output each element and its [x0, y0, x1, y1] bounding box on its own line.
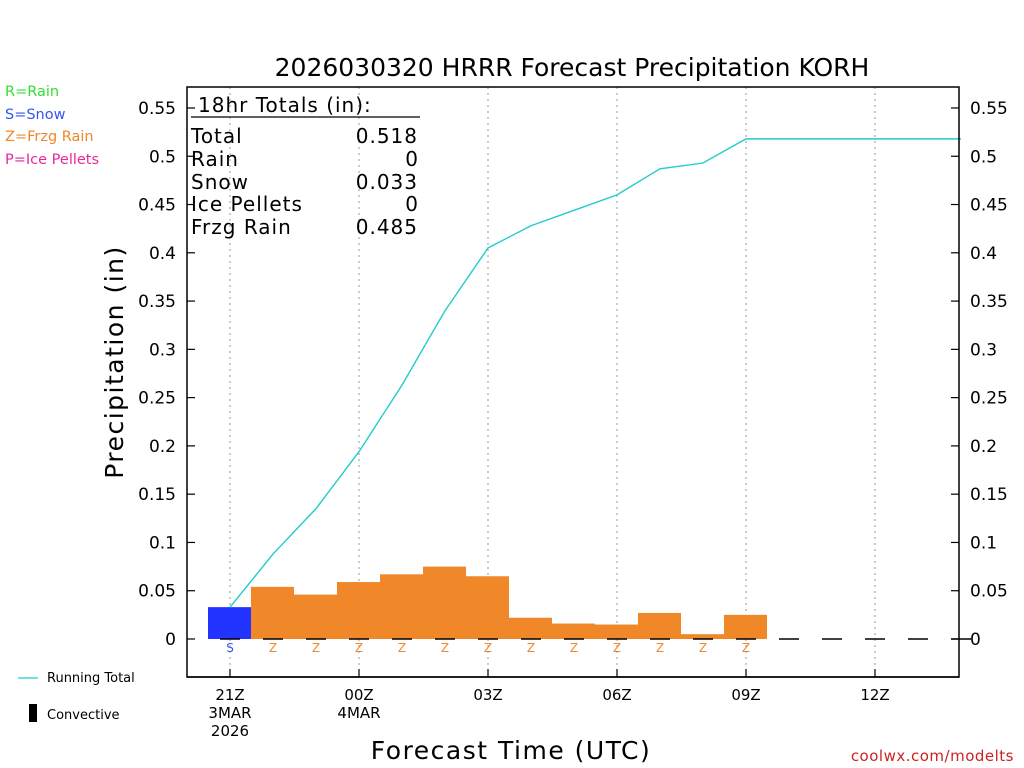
y-tick-label-right: 0.4	[970, 244, 997, 264]
y-tick-label-left: 0.1	[149, 533, 176, 553]
precip-bar	[552, 623, 595, 639]
precip-bar	[208, 607, 251, 639]
x-tick-label: 09Z	[731, 686, 760, 704]
convective-legend-label: Convective	[47, 708, 120, 723]
x-tick-label: 12Z	[860, 686, 889, 704]
y-tick-label-left: 0.3	[149, 340, 176, 360]
running-total-series	[229, 138, 961, 608]
precip-bar	[724, 614, 767, 639]
y-tick-label-left: 0.35	[138, 292, 176, 312]
ptype-label: Z	[355, 641, 363, 655]
y-tick-label-right: 0.45	[970, 196, 1008, 216]
ptype-label: Z	[613, 641, 621, 655]
totals-label-rain: Rain	[191, 147, 239, 171]
x-axis-label: Forecast Time (UTC)	[371, 736, 651, 765]
totals-value-ice-pellets: 0	[405, 192, 418, 216]
precip-bar	[595, 624, 638, 639]
ptype-label: S	[226, 641, 234, 655]
legend-snow: S=Snow	[5, 107, 66, 123]
y-axis-label: Precipitation (in)	[100, 245, 129, 479]
totals-header: 18hr Totals (in):	[198, 93, 372, 117]
x-tick-label: 4MAR	[337, 704, 380, 722]
y-tick-label-right: 0.25	[970, 389, 1008, 409]
gridlines	[229, 87, 876, 677]
y-tick-label-right: 0	[970, 630, 981, 650]
precip-bar	[509, 617, 552, 639]
x-tick-label: 2026	[211, 722, 249, 740]
y-tick-label-left: 0.15	[138, 485, 176, 505]
totals-value-total: 0.518	[356, 124, 418, 148]
y-tick-label-left: 0	[165, 630, 176, 650]
x-tick-label: 06Z	[602, 686, 631, 704]
y-tick-label-left: 0.5	[149, 147, 176, 167]
y-tick-label-left: 0.25	[138, 389, 176, 409]
y-axis-ticks: 0 0 0.05 0.05 0.1 0.1 0.15 0.15 0.2 0.2 0.25 0.25 0.…	[138, 99, 1008, 650]
ptype-label: Z	[312, 641, 320, 655]
precip-bar	[251, 586, 294, 639]
ptype-label: Z	[269, 641, 277, 655]
x-tick-label: 00Z	[344, 686, 373, 704]
ptype-label: Z	[742, 641, 750, 655]
x-tick-label: 21Z	[215, 686, 244, 704]
y-tick-label-left: 0.55	[138, 99, 176, 119]
y-tick-label-left: 0.05	[138, 582, 176, 602]
precip-bar	[337, 582, 380, 639]
ptype-label: Z	[484, 641, 492, 655]
y-tick-label-left: 0.45	[138, 196, 176, 216]
y-tick-label-left: 0.4	[149, 244, 176, 264]
precip-bar	[466, 576, 509, 639]
totals-value-frzg-rain: 0.485	[356, 215, 418, 239]
legend-frzg-rain: Z=Frzg Rain	[5, 129, 94, 145]
y-tick-label-right: 0.05	[970, 582, 1008, 602]
chart-title: 2026030320 HRRR Forecast Precipitation K…	[275, 53, 870, 82]
plot-frame	[186, 86, 960, 678]
totals-label-ice-pellets: Ice Pellets	[191, 192, 303, 216]
ptype-label: Z	[527, 641, 535, 655]
totals-label-snow: Snow	[191, 170, 249, 194]
y-tick-label-right: 0.55	[970, 99, 1008, 119]
x-tick-label: 03Z	[473, 686, 502, 704]
totals-box: 18hr Totals (in): Total 0.518 Rain 0 Sno…	[190, 93, 420, 239]
y-tick-label-right: 0.5	[970, 147, 997, 167]
y-tick-label-right: 0.3	[970, 340, 997, 360]
credit-text: coolwx.com/modelts	[851, 747, 1014, 765]
running-total-legend-label: Running Total	[47, 671, 135, 686]
ptype-label: Z	[699, 641, 707, 655]
totals-label-frzg-rain: Frzg Rain	[191, 215, 292, 239]
precip-bar	[380, 574, 423, 639]
y-tick-label-right: 0.1	[970, 533, 997, 553]
series-legend: Running Total Convective	[18, 671, 135, 723]
ptype-label: Z	[441, 641, 449, 655]
precip-bar	[294, 594, 337, 639]
y-tick-label-right: 0.15	[970, 485, 1008, 505]
precip-bar	[681, 634, 724, 639]
totals-value-rain: 0	[405, 147, 418, 171]
legend-ice-pellets: P=Ice Pellets	[5, 152, 99, 168]
precip-bars	[208, 566, 971, 640]
precip-bar	[638, 612, 681, 639]
precip-bar	[423, 566, 466, 639]
ptype-legend: R=Rain S=Snow Z=Frzg Rain P=Ice Pellets	[5, 84, 99, 168]
totals-label-total: Total	[190, 124, 243, 148]
ptype-label: Z	[656, 641, 664, 655]
y-tick-label-right: 0.35	[970, 292, 1008, 312]
y-tick-label-right: 0.2	[970, 437, 997, 457]
ptype-label: Z	[570, 641, 578, 655]
running-total-line	[229, 138, 961, 608]
convective-swatch	[29, 704, 37, 722]
ptype-label: Z	[398, 641, 406, 655]
x-tick-label: 3MAR	[208, 704, 251, 722]
y-tick-label-left: 0.2	[149, 437, 176, 457]
legend-rain: R=Rain	[5, 84, 59, 100]
totals-value-snow: 0.033	[356, 170, 418, 194]
